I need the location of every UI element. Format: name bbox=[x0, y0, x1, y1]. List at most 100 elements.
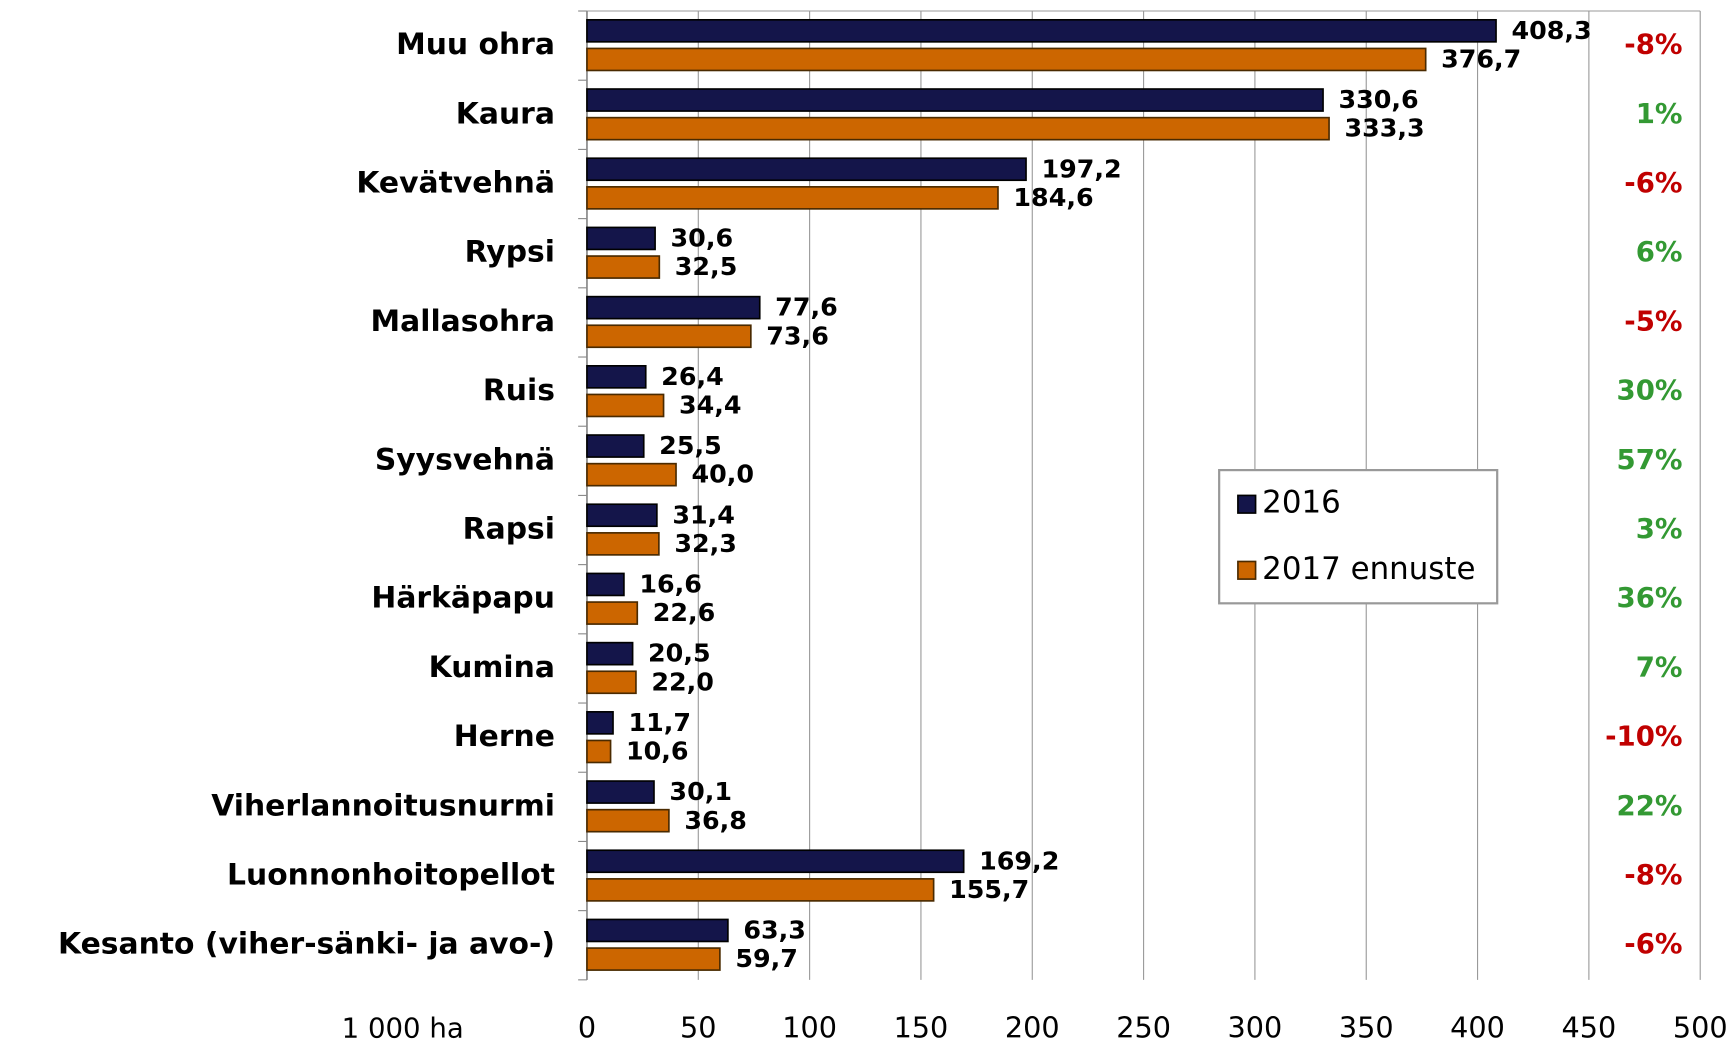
change-label: -5% bbox=[1624, 305, 1682, 337]
bar bbox=[586, 157, 1027, 182]
bar bbox=[586, 670, 637, 695]
legend-label: 2017 ennuste bbox=[1262, 551, 1475, 587]
x-tick-label: 450 bbox=[1562, 1010, 1617, 1044]
legend-swatch bbox=[1237, 494, 1257, 514]
category-label: Härkäpapu bbox=[371, 581, 555, 616]
change-label: 3% bbox=[1636, 513, 1683, 545]
bar bbox=[586, 226, 656, 251]
change-label: -6% bbox=[1624, 167, 1682, 199]
bar bbox=[586, 295, 761, 320]
bar bbox=[586, 947, 721, 971]
value-label: 30,6 bbox=[671, 223, 734, 253]
category-label: Ruis bbox=[483, 373, 555, 408]
value-label: 26,4 bbox=[661, 361, 724, 391]
value-label: 32,5 bbox=[675, 251, 738, 281]
value-label: 30,1 bbox=[669, 776, 732, 806]
value-label: 11,7 bbox=[628, 707, 691, 737]
bar bbox=[586, 849, 965, 874]
legend: 2016 2017 ennuste bbox=[1218, 469, 1499, 605]
bar bbox=[586, 572, 625, 597]
bar bbox=[586, 808, 670, 833]
x-tick-label: 0 bbox=[578, 1010, 596, 1044]
value-label: 155,7 bbox=[949, 874, 1029, 904]
bar bbox=[586, 641, 634, 666]
legend-label: 2016 bbox=[1262, 485, 1341, 521]
value-label: 34,4 bbox=[679, 390, 742, 420]
value-label: 22,0 bbox=[651, 666, 714, 696]
value-label: 77,6 bbox=[775, 292, 838, 322]
bar bbox=[586, 601, 639, 625]
value-label: 20,5 bbox=[648, 638, 711, 668]
change-label: -6% bbox=[1624, 928, 1682, 960]
category-label: Kesanto (viher-sänki- ja avo-) bbox=[58, 927, 555, 962]
x-tick-label: 350 bbox=[1339, 1010, 1394, 1044]
value-label: 32,3 bbox=[674, 528, 737, 558]
value-label: 63,3 bbox=[743, 915, 806, 945]
bar bbox=[586, 393, 665, 418]
change-label: 1% bbox=[1636, 98, 1683, 130]
value-label: 330,6 bbox=[1338, 84, 1418, 114]
legend-swatch bbox=[1237, 560, 1257, 580]
bar bbox=[586, 18, 1497, 43]
value-label: 169,2 bbox=[979, 845, 1059, 875]
change-label: 36% bbox=[1617, 582, 1683, 614]
x-tick-label: 250 bbox=[1116, 1010, 1171, 1044]
bar bbox=[586, 186, 999, 210]
value-label: 333,3 bbox=[1345, 113, 1425, 143]
x-tick-label: 500 bbox=[1673, 1010, 1728, 1044]
x-tick-label: 50 bbox=[680, 1010, 716, 1044]
value-label: 16,6 bbox=[639, 569, 702, 599]
bar bbox=[586, 47, 1427, 72]
category-label: Viherlannoitusnurmi bbox=[211, 788, 555, 823]
bar bbox=[586, 88, 1324, 112]
bar bbox=[586, 503, 658, 528]
change-label: 30% bbox=[1617, 375, 1683, 407]
x-tick-label: 400 bbox=[1450, 1010, 1505, 1044]
x-tick-label: 200 bbox=[1005, 1010, 1060, 1044]
value-label: 25,5 bbox=[659, 430, 722, 460]
value-label: 197,2 bbox=[1041, 153, 1121, 183]
change-label: 6% bbox=[1636, 236, 1683, 268]
x-tick-label: 100 bbox=[782, 1010, 837, 1044]
bar bbox=[586, 365, 647, 389]
bar bbox=[586, 434, 645, 458]
bar bbox=[586, 255, 661, 279]
bar bbox=[586, 918, 729, 943]
category-label: Rapsi bbox=[463, 512, 555, 547]
category-label: Rypsi bbox=[465, 235, 555, 270]
category-label: Herne bbox=[454, 719, 555, 754]
change-label: 22% bbox=[1617, 790, 1683, 822]
x-tick-label: 150 bbox=[894, 1010, 949, 1044]
x-tick-label: 300 bbox=[1228, 1010, 1283, 1044]
bar bbox=[586, 462, 677, 487]
category-label: Kumina bbox=[429, 650, 555, 685]
value-label: 10,6 bbox=[626, 736, 689, 766]
change-label: -8% bbox=[1624, 859, 1682, 891]
change-label: 57% bbox=[1617, 444, 1683, 476]
legend-box bbox=[1218, 469, 1499, 605]
change-label: 7% bbox=[1636, 651, 1683, 683]
category-label: Kevätvehnä bbox=[356, 166, 555, 201]
category-label: Mallasohra bbox=[371, 304, 555, 339]
bar bbox=[586, 780, 655, 804]
value-label: 36,8 bbox=[684, 805, 747, 835]
bar bbox=[586, 324, 752, 349]
x-axis-label: 1 000 ha bbox=[342, 1012, 464, 1044]
category-label: Syysvehnä bbox=[375, 442, 555, 477]
bar bbox=[586, 739, 612, 764]
bar bbox=[586, 878, 935, 902]
value-label: 40,0 bbox=[691, 459, 754, 489]
bar bbox=[586, 532, 660, 556]
bar bbox=[586, 711, 614, 735]
category-label: Kaura bbox=[456, 96, 555, 131]
value-label: 31,4 bbox=[672, 499, 735, 529]
change-label: -10% bbox=[1605, 721, 1682, 753]
value-label: 408,3 bbox=[1511, 15, 1591, 45]
bar bbox=[586, 116, 1330, 141]
value-label: 59,7 bbox=[735, 943, 798, 973]
value-label: 376,7 bbox=[1441, 44, 1521, 74]
change-label: -8% bbox=[1624, 29, 1682, 61]
category-label: Muu ohra bbox=[396, 27, 555, 62]
value-label: 184,6 bbox=[1013, 182, 1093, 212]
